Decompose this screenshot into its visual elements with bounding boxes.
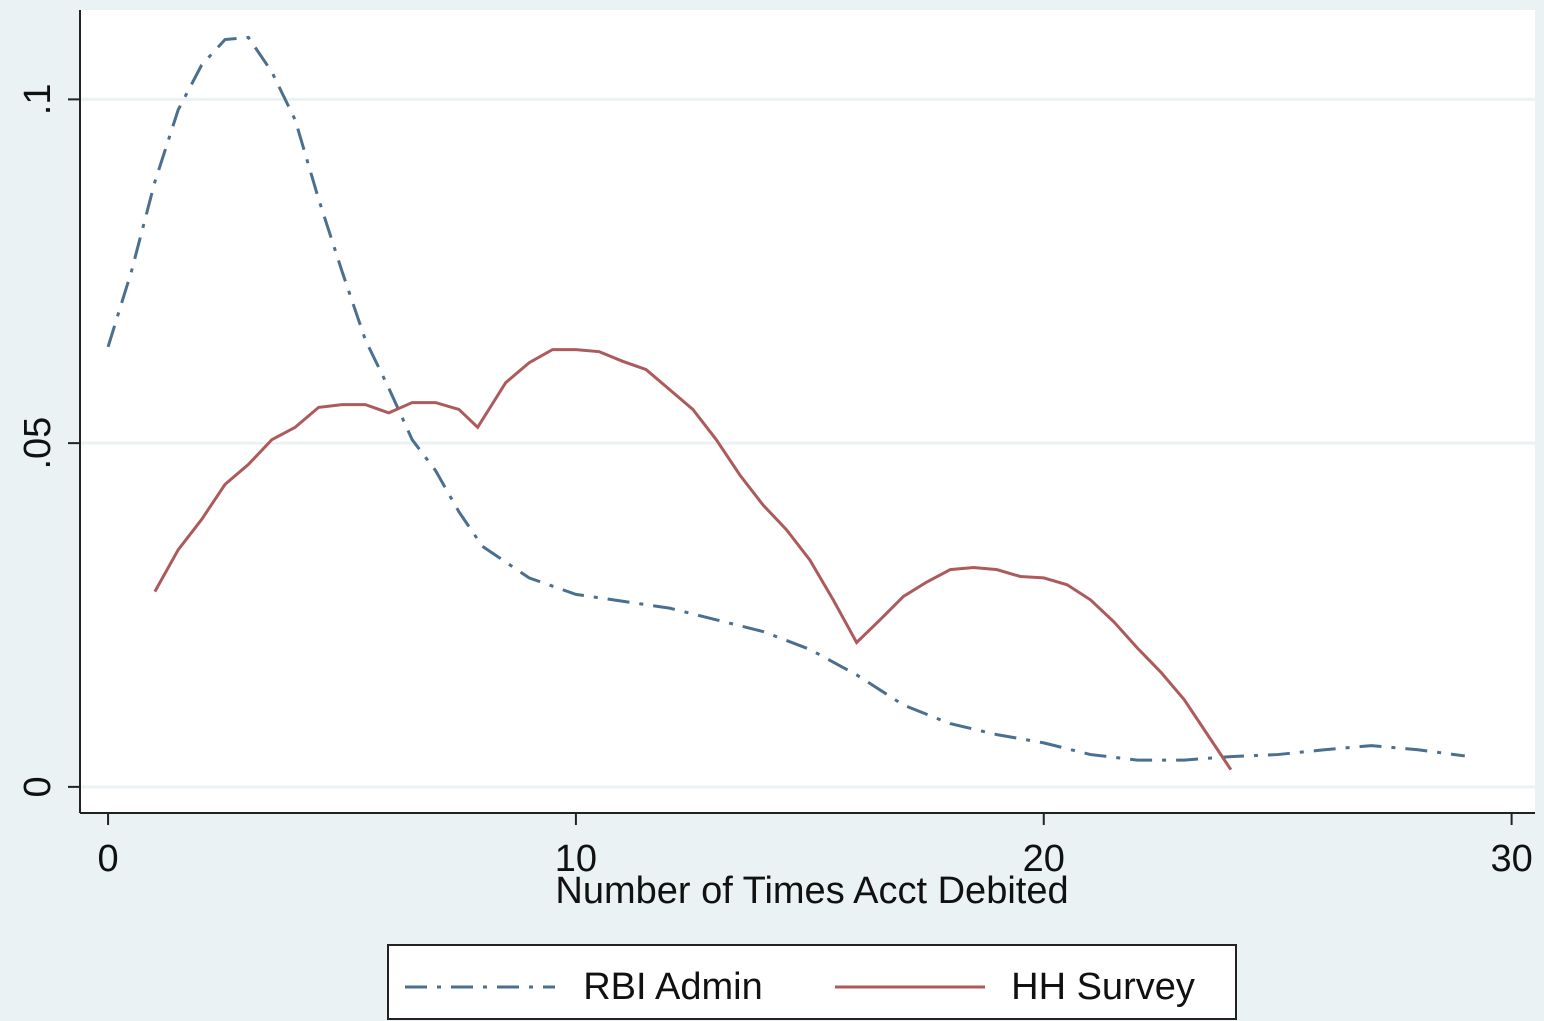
y-tick-label: .05 bbox=[17, 417, 59, 470]
legend bbox=[387, 944, 1237, 1020]
x-axis-label: Number of Times Acct Debited bbox=[555, 870, 1068, 912]
y-tick-label: .1 bbox=[17, 84, 59, 116]
data-line bbox=[153, 348, 1233, 771]
data-line bbox=[106, 35, 1466, 762]
x-tick-label: 30 bbox=[1490, 838, 1532, 880]
legend-label: RBI Admin bbox=[583, 966, 763, 1008]
x-tick-label: 20 bbox=[1023, 838, 1065, 880]
y-tick-label: 0 bbox=[17, 776, 59, 797]
plot-area bbox=[80, 10, 1535, 813]
legend-label: HH Survey bbox=[1011, 966, 1195, 1008]
x-tick-label: 10 bbox=[555, 838, 597, 880]
x-tick-label: 0 bbox=[98, 838, 119, 880]
